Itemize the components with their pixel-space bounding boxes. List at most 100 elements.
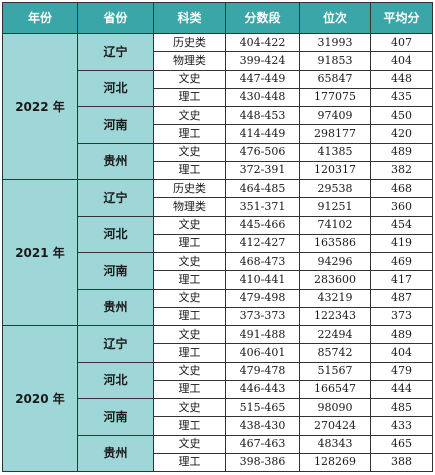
average-cell: 448 bbox=[370, 69, 433, 89]
table-row: 河南 文史 448-453 97409 450 bbox=[3, 105, 433, 144]
category-cell: 物理类 bbox=[153, 51, 226, 71]
average-cell: 407 bbox=[370, 32, 433, 53]
rank-cell: 97409 bbox=[299, 105, 371, 126]
average-cell: 468 bbox=[370, 178, 433, 199]
score-range-cell: 351-371 bbox=[225, 197, 300, 217]
province-cell: 辽宁 bbox=[77, 325, 154, 363]
header-year: 年份 bbox=[2, 2, 78, 34]
average-cell: 382 bbox=[370, 160, 433, 181]
score-range-cell: 398-386 bbox=[225, 452, 300, 473]
average-cell: 419 bbox=[370, 233, 433, 254]
average-cell: 435 bbox=[370, 87, 433, 108]
average-cell: 420 bbox=[370, 124, 433, 144]
score-range-cell: 406-401 bbox=[225, 343, 300, 363]
rank-cell: 283600 bbox=[299, 270, 371, 290]
category-cell: 理工 bbox=[153, 306, 226, 327]
table-body: 2022 年辽宁 历史类 404-422 31993 407 物理类 399-424 9185… bbox=[2, 32, 433, 473]
category-cell: 理工 bbox=[153, 124, 226, 144]
header-score-range: 分数段 bbox=[225, 2, 300, 34]
average-cell: 465 bbox=[370, 434, 433, 454]
rank-cell: 122343 bbox=[299, 306, 371, 327]
province-cell: 贵州 bbox=[77, 142, 154, 180]
category-cell: 文史 bbox=[153, 397, 226, 418]
table-row: 理工 410-441 283600 417 bbox=[3, 270, 433, 290]
province-cell: 河北 bbox=[77, 69, 154, 107]
average-cell: 444 bbox=[370, 379, 433, 400]
rank-cell: 298177 bbox=[299, 124, 371, 144]
score-range-cell: 410-441 bbox=[225, 270, 300, 290]
rank-cell: 85742 bbox=[299, 343, 371, 363]
category-cell: 文史 bbox=[153, 361, 226, 381]
score-range-cell: 438-430 bbox=[225, 416, 300, 436]
score-range-cell: 479-478 bbox=[225, 361, 300, 381]
province-cell: 河南 bbox=[77, 106, 154, 144]
rank-cell: 65847 bbox=[299, 69, 371, 89]
average-cell: 404 bbox=[370, 343, 433, 363]
province-cell: 河南 bbox=[77, 398, 154, 436]
table-row: 河北 文史 479-478 51567 479 bbox=[3, 361, 433, 399]
province-cell: 辽宁 bbox=[77, 179, 154, 217]
rank-cell: 43219 bbox=[299, 288, 371, 308]
header-province: 省份 bbox=[77, 2, 154, 34]
year-cell: 2022 年 bbox=[2, 33, 78, 180]
rank-cell: 41385 bbox=[299, 142, 371, 162]
score-range-cell: 479-498 bbox=[225, 288, 300, 308]
category-cell: 理工 bbox=[153, 379, 226, 400]
rank-cell: 91251 bbox=[299, 197, 371, 217]
table-row: 理工 412-427 163586 419 bbox=[3, 233, 433, 254]
average-cell: 485 bbox=[370, 397, 433, 418]
category-cell: 文史 bbox=[153, 215, 226, 235]
category-cell: 文史 bbox=[153, 251, 226, 272]
category-cell: 理工 bbox=[153, 233, 226, 254]
category-cell: 文史 bbox=[153, 105, 226, 126]
rank-cell: 22494 bbox=[299, 324, 371, 345]
score-range-cell: 445-466 bbox=[225, 215, 300, 235]
rank-cell: 120317 bbox=[299, 160, 371, 181]
score-range-cell: 404-422 bbox=[225, 32, 300, 53]
province-cell: 贵州 bbox=[77, 288, 154, 326]
category-cell: 物理类 bbox=[153, 197, 226, 217]
table-row: 理工 430-448 177075 435 bbox=[3, 87, 433, 108]
category-cell: 文史 bbox=[153, 324, 226, 345]
score-range-cell: 464-485 bbox=[225, 178, 300, 199]
table-row: 理工 438-430 270424 433 bbox=[3, 416, 433, 436]
score-range-cell: 515-465 bbox=[225, 397, 300, 418]
table-row: 河北 文史 445-466 74102 454 bbox=[3, 215, 433, 253]
table-row: 河南 文史 515-465 98090 485 bbox=[3, 397, 433, 436]
rank-cell: 177075 bbox=[299, 87, 371, 108]
category-cell: 理工 bbox=[153, 270, 226, 290]
average-cell: 404 bbox=[370, 51, 433, 71]
score-range-cell: 446-443 bbox=[225, 379, 300, 400]
category-cell: 理工 bbox=[153, 452, 226, 473]
average-cell: 388 bbox=[370, 452, 433, 473]
rank-cell: 31993 bbox=[299, 32, 371, 53]
category-cell: 理工 bbox=[153, 87, 226, 108]
table-row: 河南 文史 468-473 94296 469 bbox=[3, 251, 433, 290]
score-range-cell: 476-506 bbox=[225, 142, 300, 162]
score-range-cell: 467-463 bbox=[225, 434, 300, 454]
table-row: 物理类 351-371 91251 360 bbox=[3, 197, 433, 217]
header-category: 科类 bbox=[153, 2, 226, 34]
category-cell: 理工 bbox=[153, 343, 226, 363]
category-cell: 文史 bbox=[153, 142, 226, 162]
year-cell: 2020 年 bbox=[2, 325, 78, 472]
category-cell: 文史 bbox=[153, 434, 226, 454]
province-cell: 贵州 bbox=[77, 434, 154, 472]
table-row: 理工 446-443 166547 444 bbox=[3, 379, 433, 400]
table-row: 河北 文史 447-449 65847 448 bbox=[3, 69, 433, 107]
category-cell: 文史 bbox=[153, 69, 226, 89]
average-cell: 489 bbox=[370, 142, 433, 162]
table-row: 2022 年辽宁 历史类 404-422 31993 407 bbox=[2, 32, 433, 180]
table-row: 理工 406-401 85742 404 bbox=[3, 343, 433, 363]
rank-cell: 128269 bbox=[299, 452, 371, 473]
table-row: 2021 年辽宁 历史类 464-485 29538 468 bbox=[2, 178, 433, 326]
score-range-cell: 430-448 bbox=[225, 87, 300, 108]
header-row: 年份 省份 科类 分数段 位次 平均分 bbox=[2, 2, 433, 34]
rank-cell: 74102 bbox=[299, 215, 371, 235]
rank-cell: 48343 bbox=[299, 434, 371, 454]
province-cell: 河南 bbox=[77, 252, 154, 290]
average-cell: 479 bbox=[370, 361, 433, 381]
category-cell: 理工 bbox=[153, 416, 226, 436]
average-cell: 450 bbox=[370, 105, 433, 126]
